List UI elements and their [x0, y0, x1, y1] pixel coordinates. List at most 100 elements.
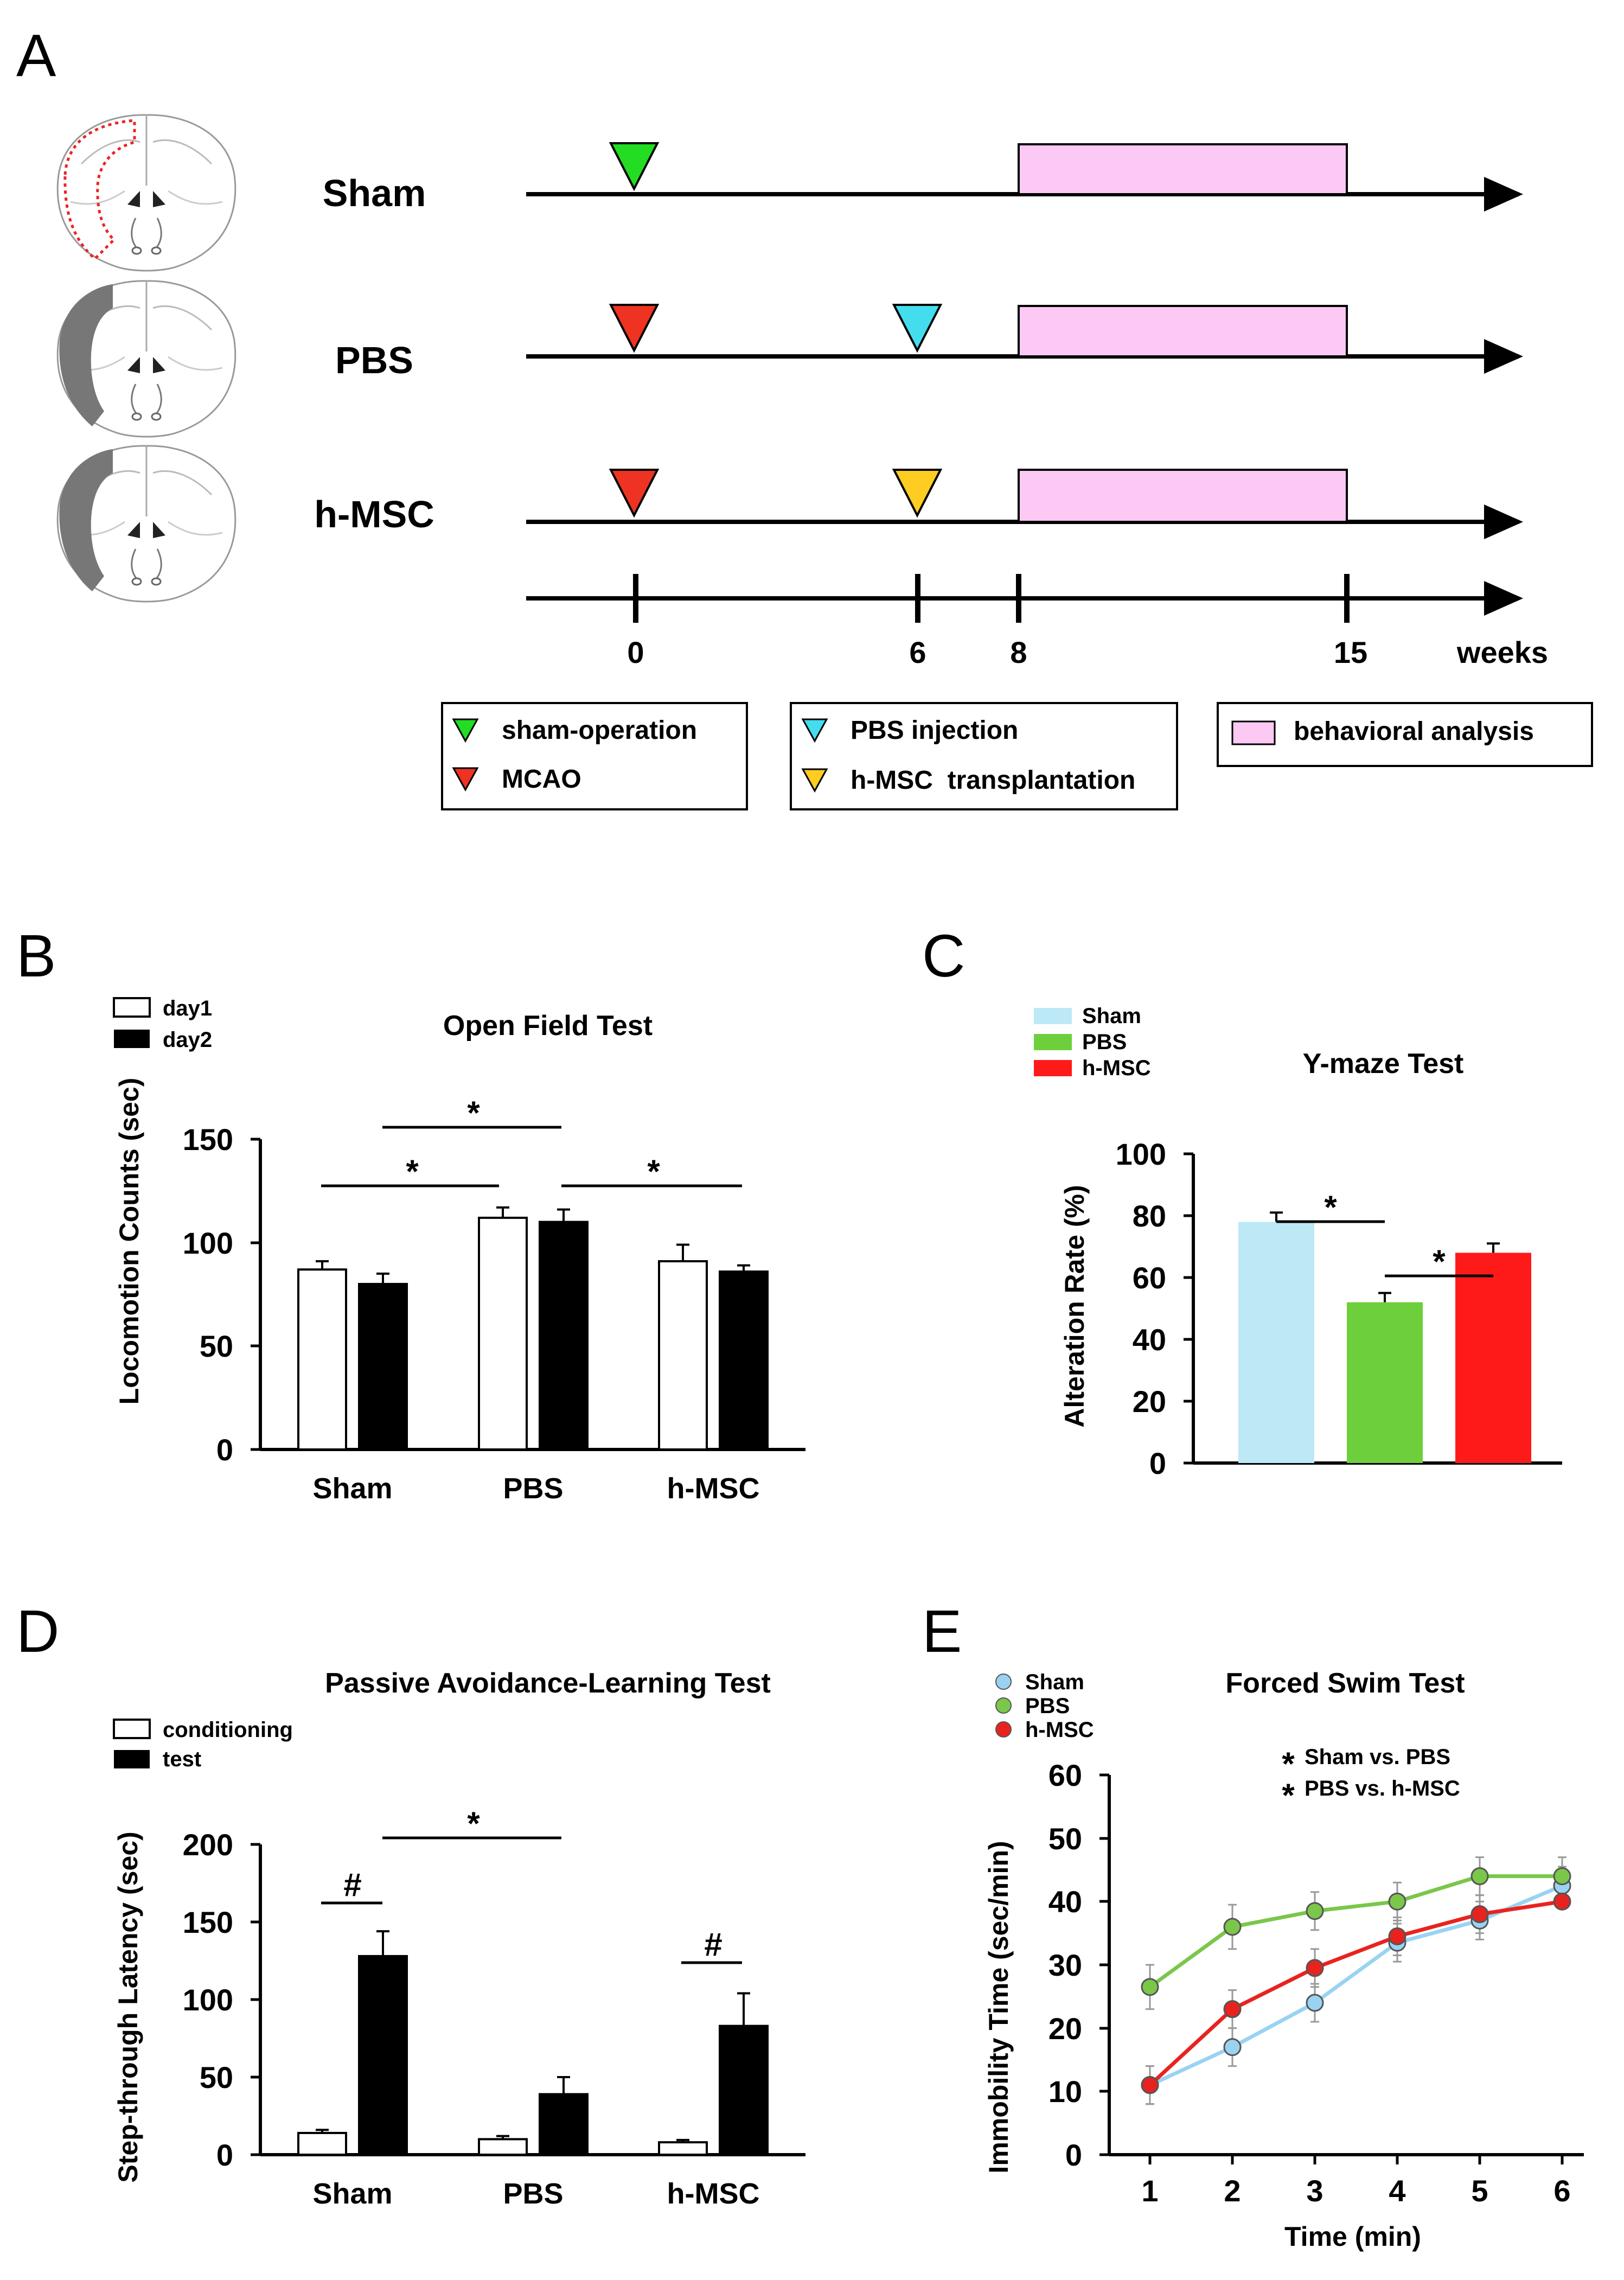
chart-d-ytick-label: 100 — [183, 1983, 233, 2017]
point-h-MSC — [1388, 1927, 1406, 1945]
legend-c-hmsc: h-MSC — [1082, 1056, 1151, 1080]
panel-d: D Passive Avoidance-Learning Test condit… — [16, 1598, 805, 2210]
chart-b-category: Sham — [312, 1472, 392, 1505]
chart-c-yticks: 0 20 40 60 80 100 — [1116, 1137, 1193, 1480]
panel-label-b: B — [16, 923, 56, 989]
bar-test — [539, 2093, 589, 2156]
chart-e-title: Forced Swim Test — [1225, 1668, 1465, 1699]
point-h-MSC — [1470, 1905, 1489, 1924]
chart-b-ytick-label: 150 — [183, 1122, 233, 1157]
panel-c: C Sham PBS h-MSC Y-maze Test Alteration … — [922, 923, 1562, 1480]
chart-c-ylabel: Alteration Rate (%) — [1059, 1185, 1090, 1427]
chart-c-ytick-label: 40 — [1133, 1323, 1166, 1357]
legend-e-sham-marker — [995, 1674, 1012, 1690]
legend-hmsc-transplant: h-MSC transplantation — [851, 766, 1135, 795]
chart-c-ytick-label: 20 — [1133, 1384, 1166, 1419]
legend-mcao: MCAO — [502, 765, 581, 794]
bar-conditioning — [658, 2141, 708, 2156]
point-PBS — [1388, 1892, 1406, 1911]
schedule-group-hmsc: h-MSC — [314, 493, 434, 535]
chart-e-annotation: Sham vs. PBS — [1305, 1745, 1450, 1769]
sig-label: * — [1433, 1243, 1446, 1280]
chart-b-title: Open Field Test — [443, 1010, 653, 1042]
marker-sham-operation-icon — [609, 142, 660, 191]
legend-pbs-injection: PBS injection — [851, 716, 1018, 745]
chart-e-xtick-label: 4 — [1389, 2174, 1405, 2208]
point-PBS — [1141, 1978, 1159, 1996]
legend-c-sham: Sham — [1082, 1004, 1141, 1028]
line-Sham — [1149, 1883, 1563, 2087]
chart-c-title: Y-maze Test — [1303, 1048, 1464, 1080]
legend-sham-operation-icon — [452, 718, 479, 743]
point-h-MSC — [1306, 1959, 1324, 1977]
legend-day1: day1 — [163, 997, 212, 1020]
chart-c-ytick-label: 60 — [1133, 1261, 1166, 1295]
chart-b-ytick-label: 0 — [216, 1433, 233, 1467]
chart-b-yticks: 0 50 100 150 — [183, 1122, 260, 1467]
legend-box-surgery — [441, 702, 748, 810]
chart-e-ytick-label: 50 — [1048, 1822, 1082, 1856]
behavior-window-box — [1018, 305, 1348, 357]
chart-e-xtick-label: 5 — [1471, 2174, 1488, 2208]
behavior-window-box — [1018, 469, 1348, 523]
chart-e-ytick-label: 10 — [1048, 2074, 1082, 2109]
legend-c-hmsc-swatch — [1034, 1060, 1072, 1076]
sig-label: # — [704, 1926, 722, 1963]
sig-label: * — [406, 1153, 419, 1190]
timeline-tick-label: 15 — [1334, 635, 1367, 669]
bar-day1 — [297, 1268, 347, 1451]
chart-c-bars — [1238, 1211, 1531, 1463]
sig-label: * — [467, 1095, 480, 1131]
legend-c-sham-swatch — [1034, 1008, 1072, 1024]
chart-e-ytick-label: 20 — [1048, 2011, 1082, 2046]
legend-hmsc-transplant-icon — [801, 768, 828, 793]
point-Sham — [1223, 2038, 1242, 2057]
legend-e-hmsc: h-MSC — [1025, 1718, 1094, 1742]
chart-e-xtick-label: 2 — [1224, 2174, 1241, 2208]
legend-sham-operation: sham-operation — [502, 716, 697, 745]
chart-e-xlabel: Time (min) — [1284, 2221, 1421, 2252]
brain-sham-icon — [56, 114, 236, 272]
bar-h-MSC — [1455, 1253, 1531, 1463]
legend-c-pbs-swatch — [1034, 1034, 1072, 1050]
point-h-MSC — [1141, 2076, 1159, 2094]
bar-day2 — [539, 1221, 589, 1451]
point-h-MSC — [1553, 1892, 1571, 1911]
chart-e-xtick-label: 1 — [1141, 2174, 1158, 2208]
legend-box-treatment — [790, 702, 1178, 810]
chart-c-ytick-label: 80 — [1133, 1199, 1166, 1233]
bar-day2 — [358, 1282, 408, 1451]
chart-e-annotation: PBS vs. h-MSC — [1305, 1777, 1460, 1800]
panel-e: E Sham PBS h-MSC Forced Swim Test * Sham… — [922, 1598, 1584, 2252]
chart-e-annotation-mark: * — [1282, 1777, 1295, 1813]
legend-e-pbs-marker — [995, 1697, 1012, 1714]
chart-c-ytick-label: 100 — [1116, 1137, 1166, 1171]
sig-label: * — [647, 1153, 660, 1190]
legend-c-pbs: PBS — [1082, 1030, 1127, 1054]
point-PBS — [1306, 1902, 1324, 1920]
chart-e-annotation-mark: * — [1282, 1746, 1295, 1782]
legend-e-sham: Sham — [1025, 1670, 1084, 1694]
legend-test: test — [163, 1747, 201, 1771]
legend-e-hmsc-marker — [995, 1721, 1012, 1738]
legend-pbs-injection-icon — [801, 718, 828, 743]
chart-b-ytick-label: 100 — [183, 1226, 233, 1260]
bar-day1 — [658, 1260, 708, 1451]
panel-label-d: D — [16, 1598, 59, 1665]
legend-conditioning-swatch — [113, 1719, 151, 1739]
legend-day2: day2 — [163, 1028, 212, 1052]
chart-d-yticks: 0 50 100 150 200 — [183, 1828, 260, 2172]
point-PBS — [1553, 1867, 1571, 1886]
bar-PBS — [1347, 1302, 1423, 1463]
chart-d-ytick-label: 200 — [183, 1828, 233, 1862]
chart-e-ytick-label: 60 — [1048, 1758, 1082, 1792]
brain-lesion-icon — [56, 445, 236, 603]
sig-label: # — [343, 1867, 361, 1903]
chart-e-xtick-label: 6 — [1553, 2174, 1570, 2208]
chart-d-ytick-label: 0 — [216, 2138, 233, 2172]
bar-Sham — [1238, 1222, 1314, 1463]
panel-label-e: E — [922, 1598, 962, 1665]
timeline-axis-unit: weeks — [1456, 635, 1548, 669]
legend-day2-swatch — [114, 1030, 150, 1048]
